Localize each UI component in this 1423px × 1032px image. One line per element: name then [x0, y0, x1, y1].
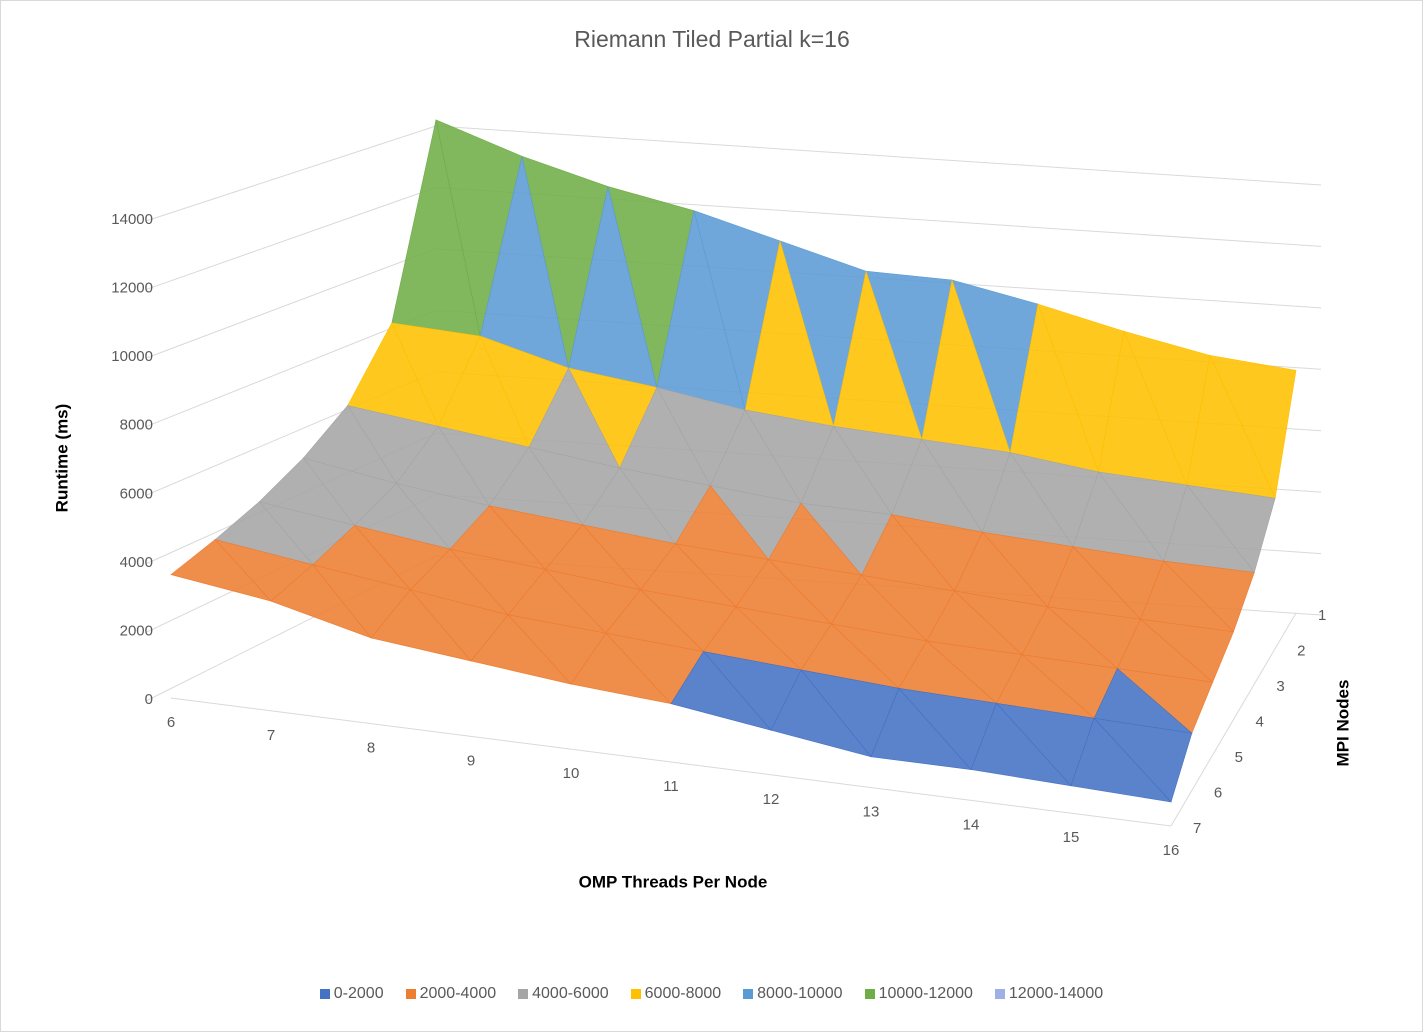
z-tick-label: 7 [1193, 820, 1201, 837]
legend-swatch [405, 989, 416, 999]
x-tick-label: 14 [963, 816, 980, 833]
z-axis-title: MPI Nodes [1333, 680, 1352, 767]
surface-facet [970, 702, 1072, 787]
legend-item: 12000-14000 [994, 985, 1104, 1003]
grid-line [145, 186, 437, 291]
z-tick-label: 5 [1235, 749, 1243, 766]
grid-line [145, 248, 437, 359]
legend-label: 12000-14000 [1008, 985, 1104, 1002]
grid-line [145, 125, 437, 222]
surface-facet [770, 669, 872, 758]
chart-title: Riemann Tiled Partial k=16 [574, 26, 850, 52]
legend-swatch [743, 989, 754, 999]
surface-facet [1070, 717, 1172, 803]
x-tick-label: 7 [267, 727, 275, 744]
legend-swatch [630, 989, 641, 999]
z-axis-line [1170, 612, 1297, 827]
x-tick-label: 12 [763, 791, 780, 808]
legend-label: 6000-8000 [644, 985, 722, 1002]
z-tick-label: 2 [1297, 642, 1305, 659]
surface-facet [670, 651, 772, 731]
surface-facet [470, 614, 572, 685]
x-tick-label: 6 [167, 714, 175, 731]
x-tick-label: 10 [563, 765, 580, 782]
y-tick-label: 14000 [111, 211, 153, 228]
legend-swatch [319, 989, 330, 999]
legend-swatch [518, 989, 529, 999]
y-tick-label: 10000 [111, 348, 153, 365]
legend-item: 0-2000 [319, 985, 384, 1003]
legend-item: 6000-8000 [630, 985, 722, 1003]
grid-line [435, 125, 1322, 186]
surface-facet [370, 589, 472, 662]
chart: Riemann Tiled Partial k=16 OMP Threads P… [52, 26, 1352, 891]
x-tick-label: 8 [367, 740, 375, 757]
grid-line [145, 309, 437, 428]
y-tick-label: 2000 [120, 622, 153, 639]
surface-facet [170, 539, 272, 602]
legend-label: 0-2000 [333, 985, 384, 1002]
y-tick-label: 8000 [120, 417, 153, 434]
legend-swatch [864, 989, 875, 999]
z-tick-label: 4 [1256, 713, 1264, 730]
legend-label: 8000-10000 [757, 985, 843, 1002]
x-tick-label: 13 [863, 804, 880, 821]
legend-label: 2000-4000 [419, 985, 497, 1002]
y-tick-label: 12000 [111, 280, 153, 297]
y-tick-label: 6000 [120, 485, 153, 502]
z-tick-label: 6 [1214, 784, 1222, 801]
legend-label: 4000-6000 [532, 985, 609, 1002]
surface-facet [570, 632, 672, 705]
x-axis-line [170, 697, 1172, 827]
z-tick-label: 3 [1276, 678, 1284, 695]
legend-item: 10000-12000 [864, 985, 973, 1003]
y-axis-title: Runtime (ms) [52, 404, 71, 513]
x-axis-title: OMP Threads Per Node [579, 872, 768, 891]
legend-label: 10000-12000 [878, 985, 973, 1002]
z-tick-label: 1 [1318, 607, 1326, 624]
x-tick-label: 16 [1163, 842, 1180, 859]
surface-facet [870, 687, 972, 770]
legend: 0-2000 2000-4000 4000-6000 6000-8000 8000-10… [1, 985, 1422, 1003]
y-tick-label: 0 [145, 691, 153, 708]
y-tick-label: 4000 [120, 554, 153, 571]
legend-item: 8000-10000 [743, 985, 843, 1003]
x-tick-label: 15 [1063, 829, 1080, 846]
x-tick-label: 9 [467, 752, 475, 769]
legend-item: 4000-6000 [518, 985, 609, 1003]
legend-swatch [994, 989, 1005, 999]
surface-facet [270, 564, 372, 639]
legend-item: 2000-4000 [405, 985, 497, 1003]
x-tick-label: 11 [663, 778, 679, 795]
